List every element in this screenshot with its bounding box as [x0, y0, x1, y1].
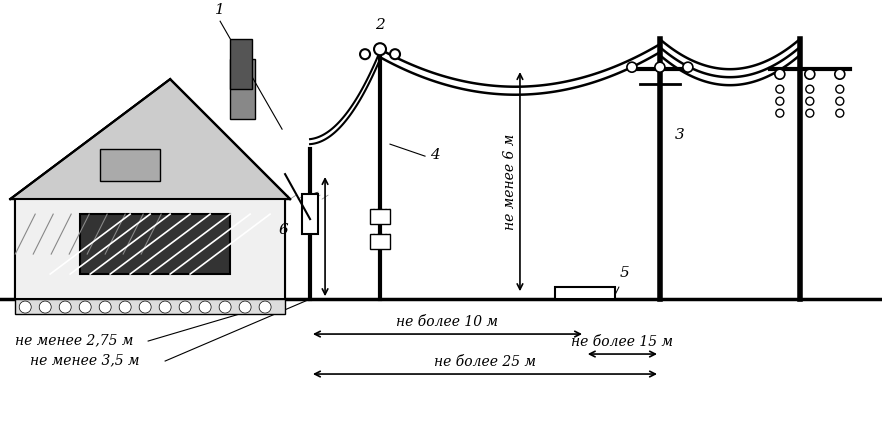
- Text: не более 15 м: не более 15 м: [572, 335, 673, 349]
- Circle shape: [776, 97, 784, 105]
- Circle shape: [179, 301, 191, 313]
- Bar: [230, 39, 252, 89]
- Bar: [302, 194, 318, 234]
- Circle shape: [836, 109, 844, 117]
- Bar: [230, 59, 255, 119]
- Bar: [15, 199, 285, 299]
- Circle shape: [774, 69, 785, 79]
- Circle shape: [390, 49, 400, 59]
- Circle shape: [39, 301, 51, 313]
- Bar: [370, 209, 390, 224]
- Bar: [555, 287, 615, 299]
- Bar: [101, 149, 161, 181]
- Circle shape: [360, 49, 370, 59]
- Circle shape: [834, 69, 845, 79]
- Text: 3: 3: [675, 128, 684, 142]
- Circle shape: [79, 301, 91, 313]
- Circle shape: [374, 43, 386, 55]
- Text: 6: 6: [279, 223, 288, 237]
- Circle shape: [836, 97, 844, 105]
- Text: 4: 4: [430, 148, 440, 162]
- Text: не менее 6 м: не менее 6 м: [503, 133, 517, 230]
- Circle shape: [199, 301, 211, 313]
- Text: 5: 5: [620, 266, 630, 280]
- Circle shape: [139, 301, 151, 313]
- Circle shape: [836, 85, 844, 93]
- Circle shape: [219, 301, 231, 313]
- Circle shape: [627, 62, 637, 72]
- Circle shape: [806, 85, 814, 93]
- Bar: [15, 299, 285, 314]
- Circle shape: [655, 62, 665, 72]
- Circle shape: [239, 301, 251, 313]
- Text: не менее 2,75 м: не менее 2,75 м: [15, 333, 133, 347]
- Circle shape: [59, 301, 71, 313]
- Circle shape: [19, 301, 31, 313]
- Circle shape: [804, 69, 815, 79]
- Circle shape: [776, 85, 784, 93]
- Text: не более 25 м: не более 25 м: [434, 355, 536, 369]
- Text: 2: 2: [375, 18, 385, 32]
- Text: не менее 3,5 м: не менее 3,5 м: [30, 353, 139, 367]
- Circle shape: [159, 301, 171, 313]
- Bar: [80, 214, 230, 274]
- Circle shape: [99, 301, 111, 313]
- Circle shape: [806, 109, 814, 117]
- Circle shape: [119, 301, 131, 313]
- Circle shape: [683, 62, 693, 72]
- Polygon shape: [11, 79, 290, 199]
- Circle shape: [806, 97, 814, 105]
- Bar: [370, 234, 390, 249]
- Bar: [15, 199, 285, 299]
- Text: 1: 1: [215, 3, 225, 17]
- Circle shape: [776, 109, 784, 117]
- Circle shape: [259, 301, 271, 313]
- Text: не более 10 м: не более 10 м: [397, 315, 498, 329]
